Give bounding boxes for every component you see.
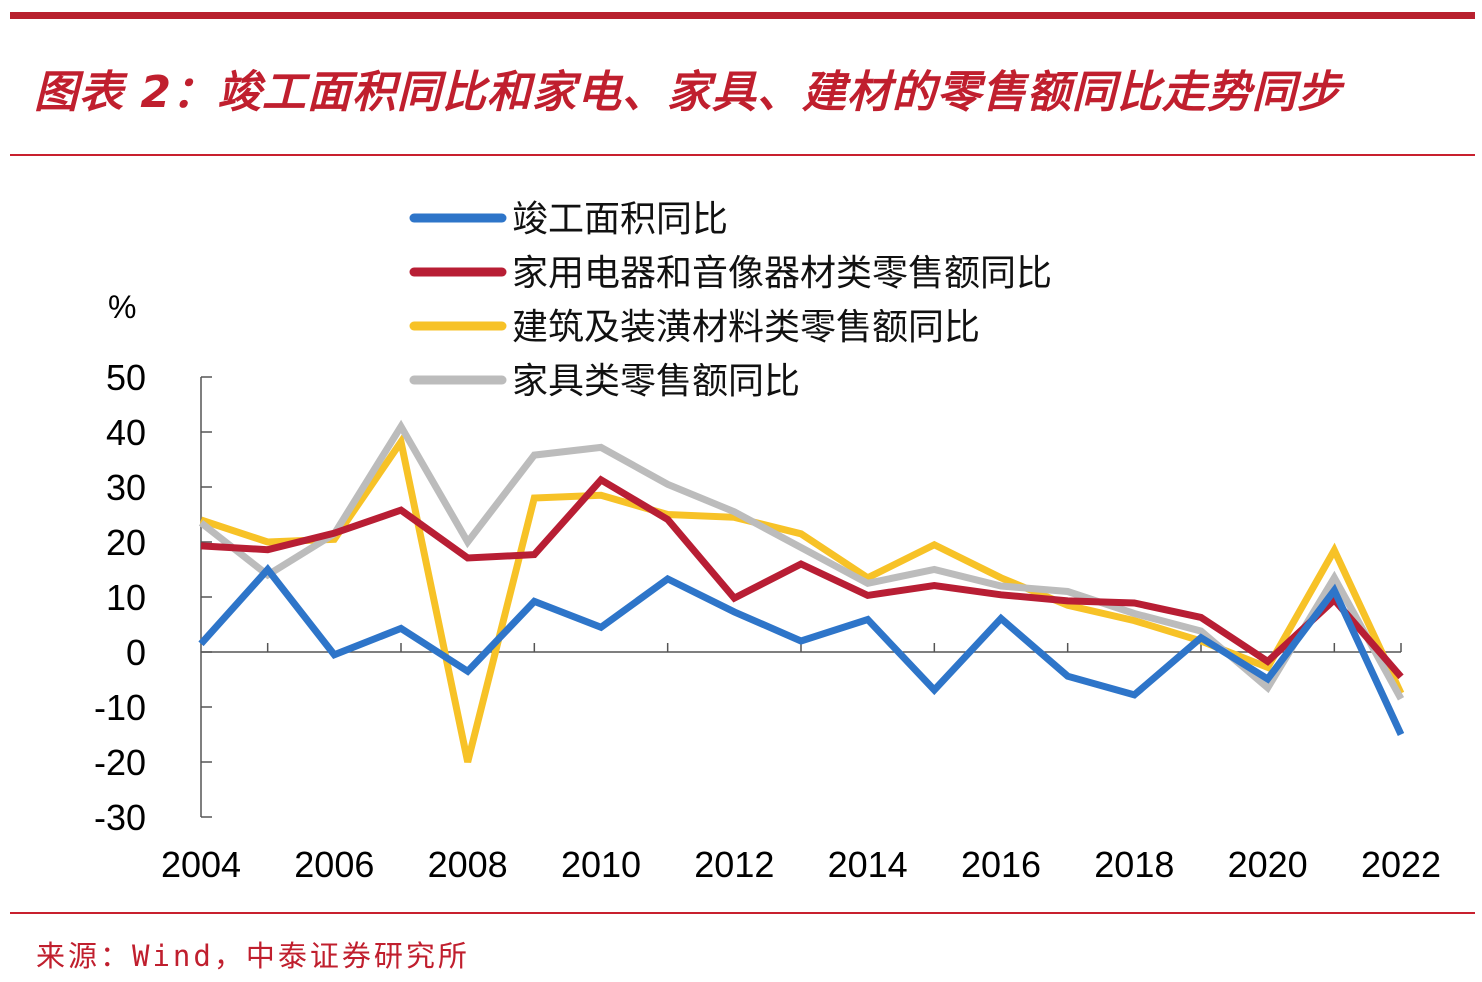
series-line-1 [200,475,1404,680]
y-tick-label: 40 [106,412,146,453]
x-tick-label: 2020 [1228,844,1308,885]
top-rule [10,12,1475,19]
x-tick-label: 2022 [1361,844,1441,885]
y-tick-label: -20 [94,742,146,783]
series-line-3 [198,419,1405,701]
chart-title: 图表 2：竣工面积同比和家电、家具、建材的零售额同比走势同步 [34,67,1342,118]
y-unit-label: % [108,289,136,325]
title-rule [10,154,1475,156]
source-note: 来源：Wind，中泰证券研究所 [36,939,470,973]
x-tick-label: 2006 [294,844,374,885]
legend: 竣工面积同比家用电器和音像器材类零售额同比建筑及装潢材料类零售额同比家具类零售额… [409,199,1052,402]
y-tick-label: 50 [106,357,146,398]
footer-rule [10,912,1475,914]
y-tick-label: 20 [106,522,146,563]
y-tick-label: 10 [106,577,146,618]
x-tick-label: 2010 [561,844,641,885]
y-tick-label: -10 [94,687,146,728]
series-line-2 [199,433,1405,763]
y-tick-label: 30 [106,467,146,508]
x-tick-label: 2004 [161,844,241,885]
y-tick-label: 0 [126,632,146,673]
x-tick-label: 2016 [961,844,1041,885]
series-line-0 [198,564,1405,736]
x-tick-label: 2014 [828,844,908,885]
x-tick-label: 2018 [1094,844,1174,885]
legend-label-1: 家用电器和音像器材类零售额同比 [512,253,1052,294]
x-tick-label: 2012 [694,844,774,885]
x-tick-label: 2008 [428,844,508,885]
y-tick-label: -30 [94,797,146,838]
series-lines [198,419,1405,763]
legend-label-2: 建筑及装潢材料类零售额同比 [512,307,980,348]
legend-label-3: 家具类零售额同比 [512,361,800,402]
legend-label-0: 竣工面积同比 [512,199,728,240]
